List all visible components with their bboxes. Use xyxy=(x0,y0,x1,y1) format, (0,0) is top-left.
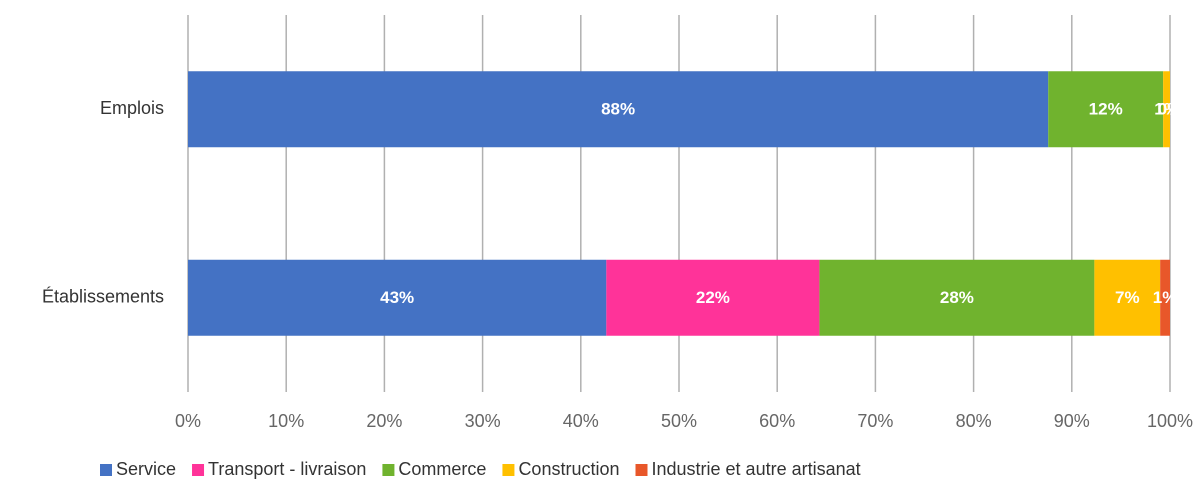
legend-label: Construction xyxy=(518,459,619,479)
legend-swatch xyxy=(100,464,112,476)
legend-swatch xyxy=(192,464,205,476)
bar-segment xyxy=(1163,71,1170,148)
data-label: 1% xyxy=(1153,288,1178,307)
bar-segment xyxy=(188,71,1049,148)
data-label: 88% xyxy=(601,100,635,119)
bar-segment xyxy=(1048,71,1164,148)
data-label: 0% xyxy=(1158,100,1183,119)
x-tick-label: 30% xyxy=(465,411,501,431)
data-label: 1% xyxy=(1154,100,1179,119)
x-tick-label: 100% xyxy=(1147,411,1193,431)
x-tick-label: 80% xyxy=(956,411,992,431)
data-label: 43% xyxy=(380,288,414,307)
y-tick-label: Établissements xyxy=(42,287,164,307)
x-tick-label: 70% xyxy=(857,411,893,431)
bar-segment xyxy=(1094,259,1161,336)
legend-label: Service xyxy=(116,459,176,479)
x-tick-label: 10% xyxy=(268,411,304,431)
legend-swatch xyxy=(502,464,515,476)
bar-segment xyxy=(188,259,607,336)
data-label: 28% xyxy=(940,288,974,307)
x-tick-label: 0% xyxy=(175,411,201,431)
y-tick-label: Emplois xyxy=(100,98,164,118)
bar-segment xyxy=(819,259,1095,336)
bar-segment xyxy=(1160,259,1170,336)
x-tick-label: 50% xyxy=(661,411,697,431)
data-label: 12% xyxy=(1089,100,1123,119)
bar-segment xyxy=(606,259,820,336)
legend-label: Industrie et autre artisanat xyxy=(652,459,861,479)
x-tick-label: 40% xyxy=(563,411,599,431)
legend-label: Transport - livraison xyxy=(208,459,366,479)
data-label: 7% xyxy=(1115,288,1140,307)
x-tick-label: 60% xyxy=(759,411,795,431)
x-tick-label: 20% xyxy=(366,411,402,431)
x-tick-label: 90% xyxy=(1054,411,1090,431)
legend-swatch xyxy=(382,464,395,476)
legend-swatch xyxy=(635,464,648,476)
data-label: 22% xyxy=(696,288,730,307)
legend-label: Commerce xyxy=(398,459,486,479)
